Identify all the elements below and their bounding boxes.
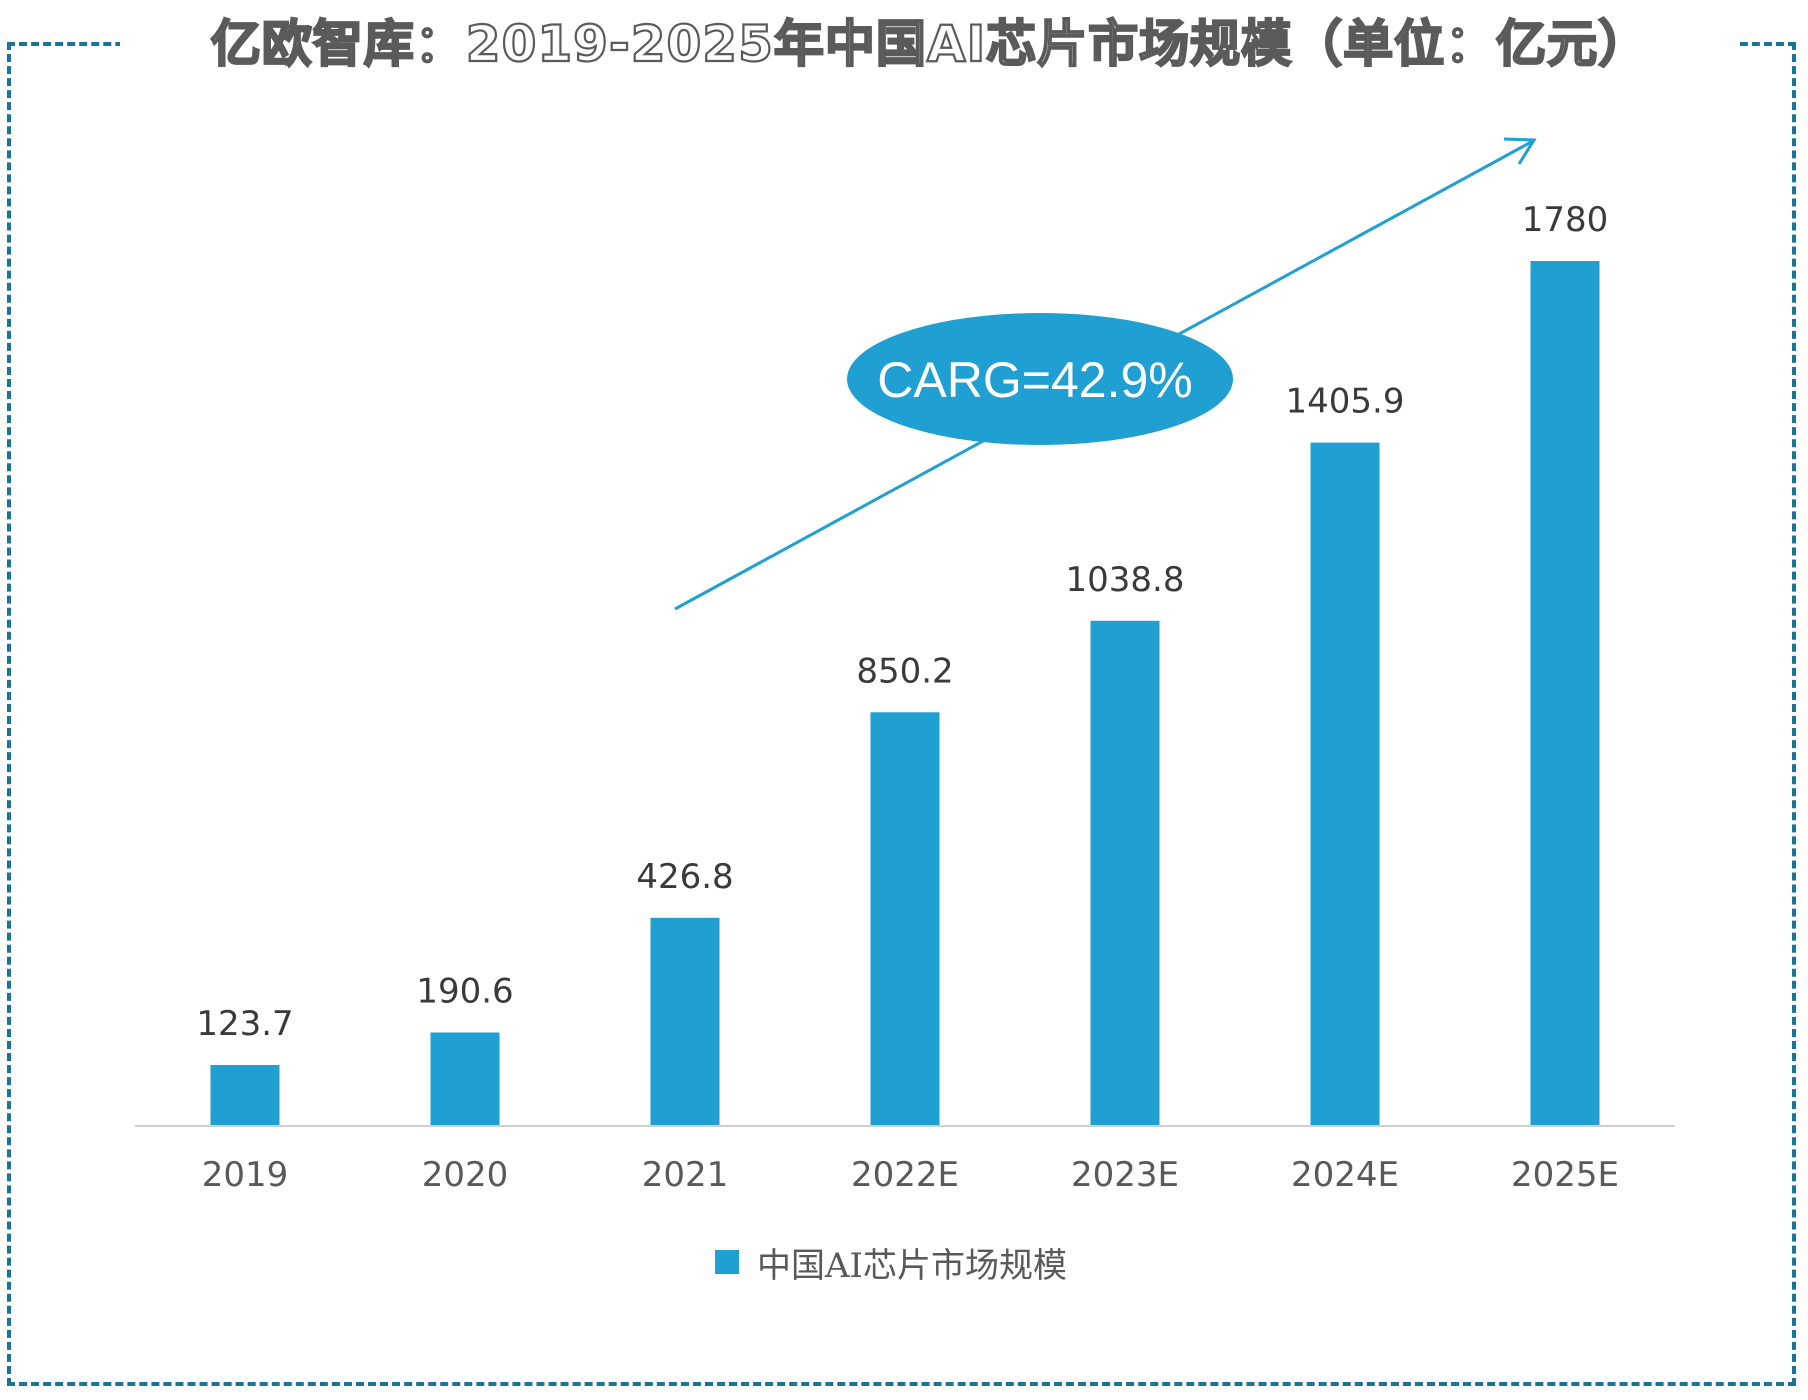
cagr-badge: CARG=42.9% bbox=[847, 313, 1233, 445]
bar-2025E bbox=[1530, 261, 1600, 1125]
bar-2022E bbox=[870, 712, 940, 1125]
value-label-2020: 190.6 bbox=[416, 972, 513, 1012]
cagr-label: CARG=42.9% bbox=[877, 352, 1192, 408]
x-tick-label-2024E: 2024E bbox=[1291, 1155, 1399, 1195]
cagr-ellipse bbox=[847, 313, 1233, 445]
bar-2019 bbox=[210, 1065, 280, 1125]
bars-group bbox=[210, 261, 1600, 1126]
legend: 中国AI芯片市场规模 bbox=[715, 1244, 1067, 1286]
category-labels-group: 2019 2020 2021 2022E 2023E 2024E 2025E bbox=[202, 1155, 1619, 1195]
value-labels-group: 123.7 190.6 426.8 850.2 1038.8 1405.9 1780 bbox=[196, 200, 1608, 1044]
value-label-2022E: 850.2 bbox=[856, 651, 953, 691]
value-label-2021: 426.8 bbox=[636, 857, 733, 897]
value-label-2025E: 1780 bbox=[1522, 200, 1609, 240]
value-label-2019: 123.7 bbox=[196, 1004, 293, 1044]
title-container: 亿欧智库：2019-2025年中国AI芯片市场规模（单位：亿元） bbox=[120, 0, 1740, 80]
x-tick-label-2025E: 2025E bbox=[1511, 1155, 1619, 1195]
x-tick-label-2021: 2021 bbox=[642, 1155, 729, 1195]
legend-label: 中国AI芯片市场规模 bbox=[757, 1245, 1067, 1286]
chart-title: 亿欧智库：2019-2025年中国AI芯片市场规模（单位：亿元） bbox=[210, 14, 1650, 74]
x-tick-label-2023E: 2023E bbox=[1071, 1155, 1179, 1195]
x-tick-label-2022E: 2022E bbox=[851, 1155, 959, 1195]
legend-swatch bbox=[715, 1250, 739, 1274]
bar-2023E bbox=[1090, 620, 1160, 1125]
x-tick-label-2020: 2020 bbox=[422, 1155, 509, 1195]
bar-2020 bbox=[430, 1032, 500, 1125]
value-label-2023E: 1038.8 bbox=[1066, 560, 1185, 600]
x-tick-label-2019: 2019 bbox=[202, 1155, 289, 1195]
bar-2021 bbox=[650, 917, 720, 1125]
trend-arrow-head-icon bbox=[1503, 137, 1537, 165]
value-label-2024E: 1405.9 bbox=[1286, 382, 1405, 422]
bar-2024E bbox=[1310, 442, 1380, 1126]
